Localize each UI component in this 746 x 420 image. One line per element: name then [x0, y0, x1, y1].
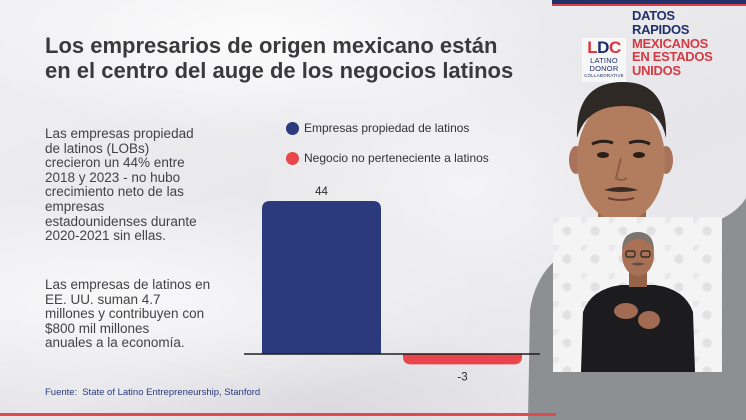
slide-title-line: Los empresarios de origen mexicano están: [45, 33, 498, 58]
bottom-accent-line: [0, 413, 556, 416]
logo-line-donor: DONOR: [589, 64, 619, 73]
source-text: State of Latino Entrepreneurship, Stanfo…: [82, 387, 261, 398]
paragraph-line: crecimiento neto de las: [45, 184, 184, 200]
bar-2: [403, 354, 522, 365]
slide-title-line: en el centro del auge de los negocios la…: [45, 58, 514, 83]
legend-swatch-latino: [286, 122, 299, 135]
badge-line: EN ESTADOS: [632, 49, 713, 65]
paragraph-line: millones y contribuyen con: [45, 306, 205, 322]
top-accent-line: [552, 4, 746, 6]
logo-mark: LDC: [587, 38, 621, 57]
paragraph-line: empresas: [45, 198, 105, 214]
series-badge: DATOS RAPIDOS MEXICANOS EN ESTADOS UNIDO…: [632, 9, 713, 78]
ldc-logo: LDC LATINO DONOR COLLABORATIVE: [582, 38, 626, 82]
bar-1: [262, 201, 381, 354]
paragraph-line: Las empresas de latinos en: [45, 277, 211, 292]
data-label-2: -3: [457, 371, 467, 383]
paragraph-line: 2020-2021 sin ellas.: [45, 228, 166, 244]
paragraph-line: crecieron un 44% entre: [45, 155, 185, 171]
paragraph-line: Las empresas propiedad: [45, 126, 194, 141]
intro-paragraph: Las empresas propiedad de latinos (LOBs)…: [45, 126, 197, 244]
paragraph-line: anuales a la economía.: [45, 335, 185, 351]
top-accent-bar: [552, 0, 746, 4]
paragraph-line: estadounidenses durante: [45, 213, 197, 229]
badge-line: UNIDOS: [632, 63, 681, 79]
paragraph-line: $800 mil millones: [45, 320, 150, 336]
slide-title: Los empresarios de origen mexicano están…: [45, 33, 513, 83]
legend-swatch-non-latino: [286, 152, 299, 165]
paragraph-line: 2018 y 2023 - no hubo: [45, 169, 181, 185]
source-label: Fuente:: [45, 387, 78, 398]
data-label-1: 44: [315, 186, 328, 198]
badge-line: DATOS: [632, 8, 675, 23]
interpreter-inset: [553, 217, 722, 372]
logo-line-collaborative: COLLABORATIVE: [584, 73, 624, 78]
logo-line-latino: LATINO: [590, 56, 618, 65]
badge-line: MEXICANOS: [632, 35, 709, 51]
paragraph-line: de latinos (LOBs): [45, 140, 150, 156]
legend-label-non-latino: Negocio no perteneciente a latinos: [304, 151, 489, 165]
badge-line: RAPIDOS: [632, 21, 690, 37]
economy-paragraph: Las empresas de latinos en EE. UU. suman…: [45, 277, 211, 351]
bar-chart: 44 -3: [244, 186, 540, 383]
interpreter-photo: [581, 232, 695, 372]
legend-label-latino: Empresas propiedad de latinos: [304, 121, 470, 135]
paragraph-line: EE. UU. suman 4.7: [45, 291, 161, 307]
source-note: Fuente: State of Latino Entrepreneurship,…: [45, 387, 260, 398]
